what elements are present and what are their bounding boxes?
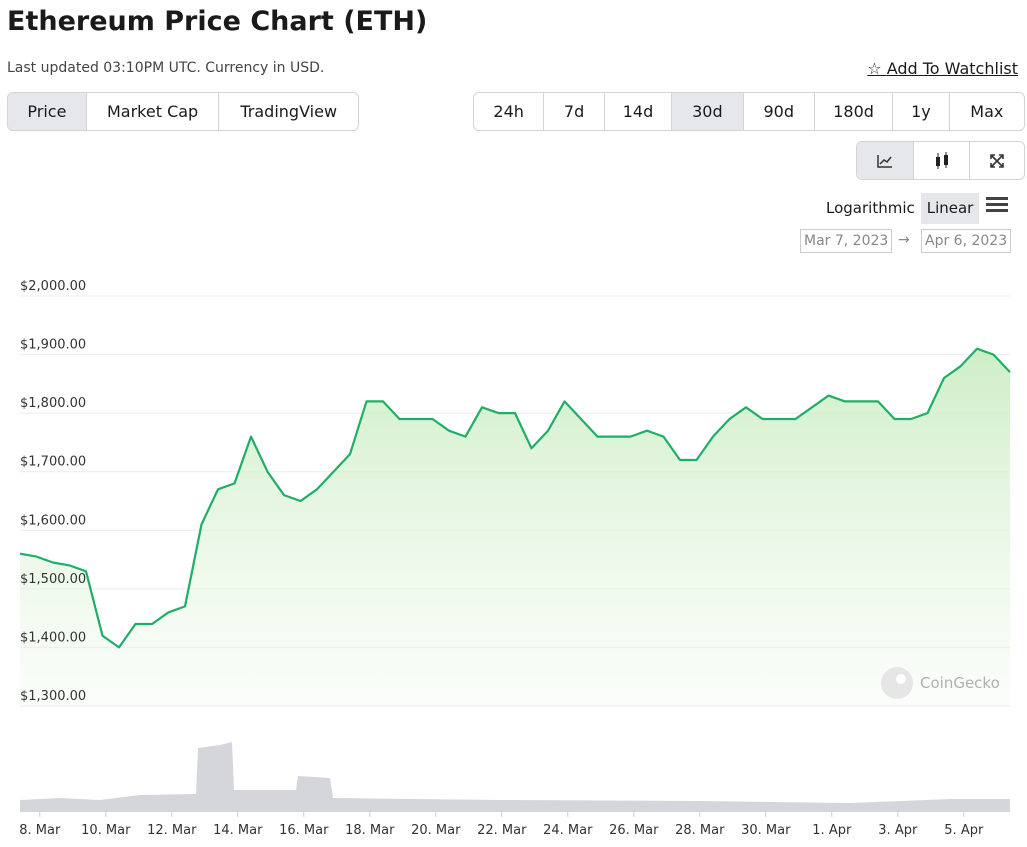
chart-type-group xyxy=(856,141,1025,180)
range-button[interactable]: 24h xyxy=(474,93,545,130)
x-tick-label: 28. Mar xyxy=(675,823,725,838)
scale-option[interactable]: Linear xyxy=(920,193,980,224)
menu-icon[interactable] xyxy=(986,196,1008,214)
range-button[interactable]: 180d xyxy=(815,93,894,130)
watchlist-label: Add To Watchlist xyxy=(886,59,1018,78)
x-tick-label: 20. Mar xyxy=(411,823,461,838)
y-tick-label: $2,000.00 xyxy=(20,279,86,294)
tab[interactable]: Market Cap xyxy=(87,93,220,130)
price-area xyxy=(20,348,1010,706)
range-button[interactable]: 14d xyxy=(605,93,673,130)
x-tick-label: 8. Mar xyxy=(19,823,61,838)
tab[interactable]: Price xyxy=(8,93,87,130)
scale-group: Logarithmic Linear xyxy=(820,193,980,224)
y-tick-label: $1,300.00 xyxy=(20,689,86,704)
title: Ethereum Price Chart (ETH) xyxy=(7,6,428,37)
x-tick-label: 5. Apr xyxy=(944,823,984,838)
fullscreen-button[interactable] xyxy=(970,142,1024,179)
price-line xyxy=(19,347,1011,649)
watermark: CoinGecko xyxy=(881,667,1000,699)
date-separator: → xyxy=(898,232,910,248)
range-button[interactable]: 90d xyxy=(744,93,815,130)
y-tick-label: $1,700.00 xyxy=(20,455,86,470)
x-tick-label: 10. Mar xyxy=(81,823,131,838)
date-to[interactable]: Apr 6, 2023 xyxy=(921,229,1012,253)
x-tick-label: 18. Mar xyxy=(345,823,395,838)
y-tick-label: $1,600.00 xyxy=(20,513,86,528)
line-chart-button[interactable] xyxy=(857,142,914,179)
y-tick-label: $1,500.00 xyxy=(20,572,86,587)
x-tick-label: 26. Mar xyxy=(609,823,659,838)
x-tick-label: 14. Mar xyxy=(213,823,263,838)
tab-group: Price Market Cap TradingView xyxy=(7,92,359,131)
x-tick-label: 22. Mar xyxy=(477,823,527,838)
volume-area xyxy=(20,742,1010,812)
scale-option[interactable]: Logarithmic xyxy=(826,199,915,217)
range-button[interactable]: 1y xyxy=(893,93,950,130)
x-tick-label: 1. Apr xyxy=(812,823,852,838)
x-tick-label: 24. Mar xyxy=(543,823,593,838)
star: ☆ xyxy=(867,59,887,78)
date-from[interactable]: Mar 7, 2023 xyxy=(800,229,893,253)
x-tick-label: 30. Mar xyxy=(741,823,791,838)
candle-chart-button[interactable] xyxy=(914,142,970,179)
line-icon xyxy=(877,154,892,168)
x-tick-label: 3. Apr xyxy=(878,823,918,838)
watchlist[interactable]: ☆ Add To Watchlist xyxy=(867,59,1018,78)
candle-icon xyxy=(935,151,948,169)
y-tick-label: $1,900.00 xyxy=(20,338,86,353)
expand-icon xyxy=(990,153,1004,168)
x-tick-label: 12. Mar xyxy=(147,823,197,838)
watermark-text: CoinGecko xyxy=(920,674,1000,692)
y-tick-label: $1,800.00 xyxy=(20,396,86,411)
tab[interactable]: TradingView xyxy=(240,102,338,121)
x-tick-label: 16. Mar xyxy=(279,823,329,838)
range-button[interactable]: 30d xyxy=(672,93,744,130)
range-button[interactable]: Max xyxy=(970,102,1004,121)
range-group: 24h 7d 14d 30d 90d 180d 1y Max xyxy=(473,92,1025,131)
subtitle: Last updated 03:10PM UTC. Currency in US… xyxy=(7,60,325,76)
range-button[interactable]: 7d xyxy=(544,93,605,130)
y-tick-label: $1,400.00 xyxy=(20,630,86,645)
